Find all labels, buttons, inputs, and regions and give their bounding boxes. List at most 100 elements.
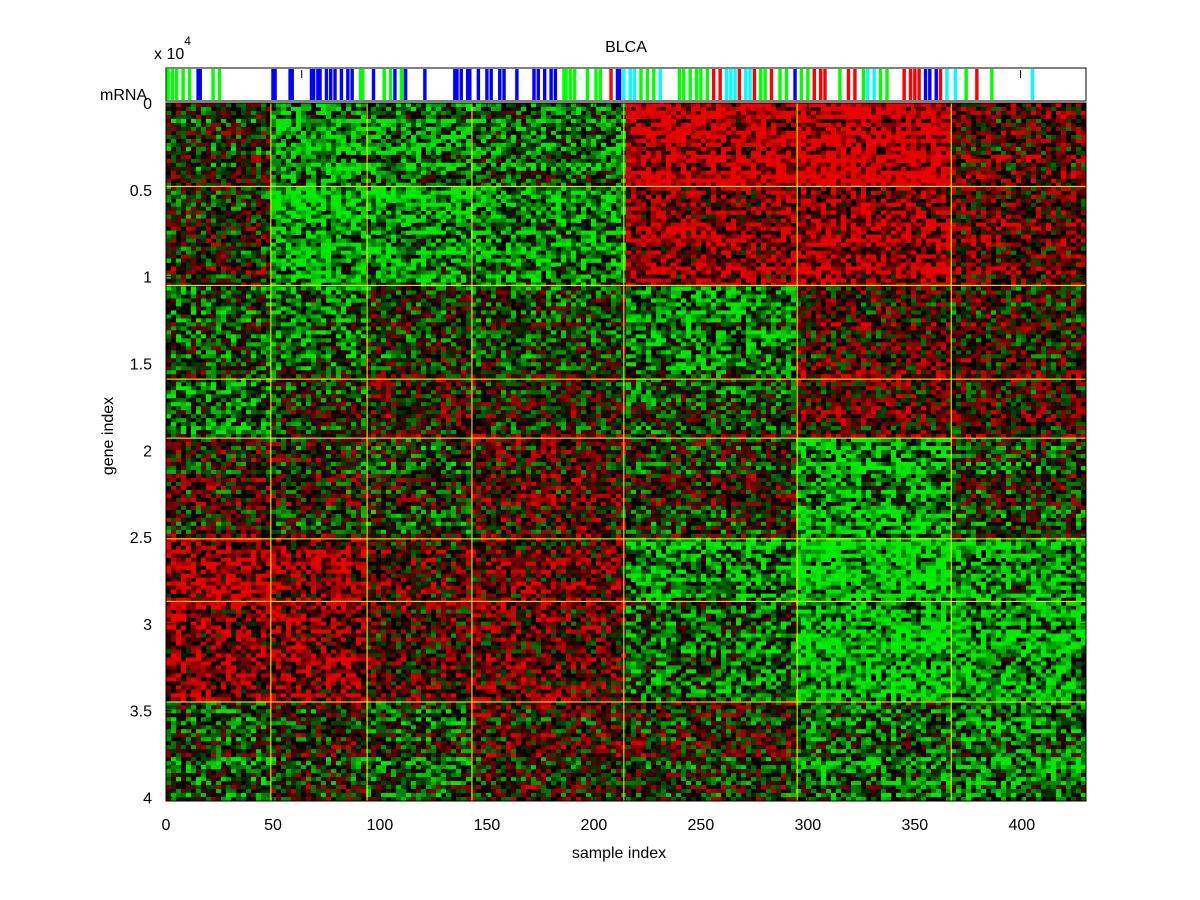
- heatmap-cell: [716, 127, 721, 131]
- heatmap-cell: [661, 115, 666, 119]
- heatmap-cell: [861, 203, 866, 207]
- heatmap-cell: [676, 215, 681, 219]
- heatmap-cell: [381, 195, 386, 199]
- heatmap-cell: [326, 147, 331, 151]
- heatmap-cell: [971, 199, 976, 203]
- heatmap-cell: [581, 163, 586, 167]
- heatmap-cell: [551, 211, 556, 215]
- heatmap-cell: [856, 119, 861, 123]
- heatmap-cell: [1066, 203, 1071, 207]
- heatmap-cell: [586, 139, 591, 143]
- heatmap-cell: [871, 211, 876, 215]
- heatmap-cell: [911, 159, 916, 163]
- heatmap-cell: [301, 223, 306, 227]
- heatmap-cell: [931, 107, 936, 111]
- heatmap-cell: [1026, 171, 1031, 175]
- heatmap-cell: [726, 171, 731, 175]
- heatmap-cell: [1041, 167, 1046, 171]
- heatmap-cell: [886, 115, 891, 119]
- heatmap-cell: [711, 199, 716, 203]
- heatmap-cell: [451, 131, 456, 135]
- heatmap-cell: [296, 187, 301, 191]
- heatmap-cell: [246, 107, 251, 111]
- heatmap-cell: [636, 147, 641, 151]
- heatmap-cell: [486, 191, 491, 195]
- heatmap-cell: [896, 111, 901, 115]
- heatmap-cell: [251, 151, 256, 155]
- heatmap-cell: [706, 155, 711, 159]
- heatmap-cell: [861, 127, 866, 131]
- heatmap-cell: [586, 155, 591, 159]
- heatmap-cell: [401, 187, 406, 191]
- heatmap-cell: [646, 155, 651, 159]
- heatmap-cell: [261, 199, 266, 203]
- heatmap-cell: [1016, 159, 1021, 163]
- heatmap-cell: [946, 211, 951, 215]
- heatmap-cell: [781, 171, 786, 175]
- heatmap-cell: [731, 143, 736, 147]
- heatmap-cell: [326, 111, 331, 115]
- heatmap-cell: [1076, 119, 1081, 123]
- heatmap-cell: [776, 187, 781, 191]
- heatmap-cell: [676, 191, 681, 195]
- heatmap-cell: [951, 211, 956, 215]
- heatmap-cell: [886, 111, 891, 115]
- heatmap-cell: [641, 203, 646, 207]
- heatmap-cell: [216, 191, 221, 195]
- heatmap-cell: [691, 207, 696, 211]
- heatmap-cell: [1011, 155, 1016, 159]
- heatmap-cell: [841, 211, 846, 215]
- heatmap-cell: [426, 191, 431, 195]
- heatmap-cell: [696, 207, 701, 211]
- heatmap-cell: [381, 139, 386, 143]
- heatmap-cell: [421, 175, 426, 179]
- heatmap-cell: [371, 219, 376, 223]
- heatmap-cell: [306, 195, 311, 199]
- heatmap-cell: [906, 187, 911, 191]
- annotation-bar: [291, 69, 294, 100]
- heatmap-cell: [606, 207, 611, 211]
- heatmap-cell: [421, 111, 426, 115]
- heatmap-cell: [456, 207, 461, 211]
- heatmap-cell: [1016, 127, 1021, 131]
- heatmap-cell: [386, 215, 391, 219]
- heatmap-cell: [231, 199, 236, 203]
- annotation-bar: [866, 69, 869, 100]
- heatmap-cell: [626, 119, 631, 123]
- heatmap-cell: [631, 203, 636, 207]
- heatmap-cell: [421, 203, 426, 207]
- heatmap-cell: [1046, 211, 1051, 215]
- heatmap-cell: [231, 223, 236, 227]
- heatmap-cell: [331, 171, 336, 175]
- heatmap-cell: [166, 175, 171, 179]
- heatmap-cell: [836, 163, 841, 167]
- heatmap-cell: [481, 135, 486, 139]
- heatmap-cell: [936, 199, 941, 203]
- heatmap-cell: [381, 119, 386, 123]
- heatmap-cell: [831, 219, 836, 223]
- heatmap-cell: [1061, 151, 1066, 155]
- heatmap-cell: [416, 171, 421, 175]
- heatmap-cell: [926, 143, 931, 147]
- heatmap-cell: [231, 119, 236, 123]
- heatmap-cell: [1051, 171, 1056, 175]
- heatmap-cell: [1011, 115, 1016, 119]
- heatmap-cell: [311, 175, 316, 179]
- heatmap-cell: [826, 107, 831, 111]
- heatmap-cell: [516, 119, 521, 123]
- heatmap-cell: [506, 163, 511, 167]
- heatmap-cell: [436, 135, 441, 139]
- heatmap-cell: [891, 163, 896, 167]
- heatmap-cell: [206, 119, 211, 123]
- heatmap-cell: [811, 127, 816, 131]
- heatmap-cell: [196, 195, 201, 199]
- heatmap-cell: [906, 103, 911, 107]
- heatmap-cell: [286, 175, 291, 179]
- heatmap-cell: [936, 159, 941, 163]
- heatmap-cell: [356, 147, 361, 151]
- heatmap-cell: [221, 107, 226, 111]
- heatmap-cell: [391, 219, 396, 223]
- heatmap-cell: [566, 191, 571, 195]
- heatmap-cell: [916, 127, 921, 131]
- heatmap-cell: [296, 115, 301, 119]
